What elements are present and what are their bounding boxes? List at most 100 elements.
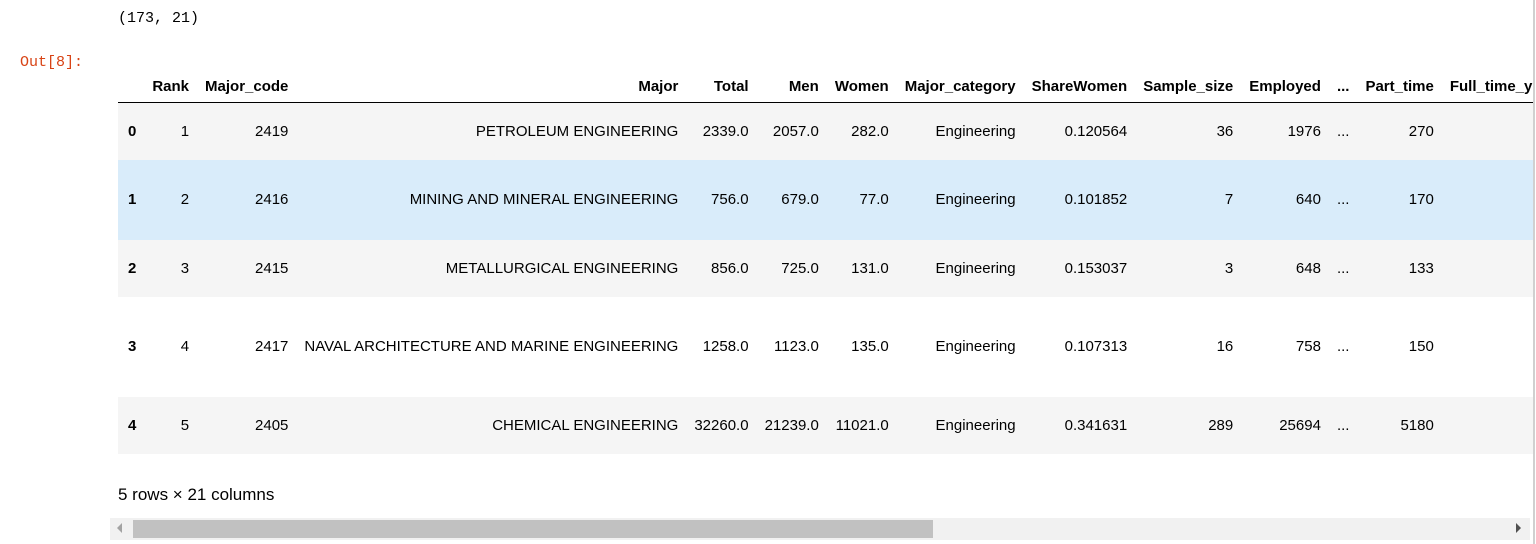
cell-total: 756.0 <box>711 191 749 208</box>
cell-sharewomen: 0.341631 <box>1064 416 1128 434</box>
cell-major-category: Engineering <box>935 416 1016 434</box>
table-row: 0 1 2419 PETROLEUM ENGINEERING 2339.0 20… <box>118 102 1534 160</box>
cell-ellipsis: ... <box>1336 259 1350 277</box>
output-prompt: Out[8]: <box>20 54 84 71</box>
scroll-right-arrow-icon[interactable] <box>1516 523 1521 533</box>
cell-major-code: 2415 <box>255 259 289 277</box>
stream-output: (173, 21) <box>118 10 200 27</box>
cell-employed: 1976 <box>1287 122 1321 140</box>
cell-part-time: 150 <box>1408 338 1434 355</box>
cell-major-code: 2405 <box>255 416 289 434</box>
cell-full-time-year-round: 6 <box>1442 297 1534 397</box>
cell-major-category: Engineering <box>935 338 1016 355</box>
column-header-major-code: Major_code <box>197 70 297 103</box>
cell-women: 282.0 <box>851 122 889 140</box>
cell-major: METALLURGICAL ENGINEERING <box>445 259 679 277</box>
cell-employed: 648 <box>1295 259 1321 277</box>
row-index: 1 <box>128 191 137 208</box>
row-index: 4 <box>128 416 137 434</box>
cell-women: 11021.0 <box>835 416 889 434</box>
cell-men: 2057.0 <box>772 122 819 140</box>
column-header-sample-size: Sample_size <box>1135 70 1242 103</box>
cell-major-code: 2417 <box>255 338 289 355</box>
cell-full-time-year-round: 166 <box>1442 397 1534 454</box>
table-row: 2 3 2415 METALLURGICAL ENGINEERING 856.0… <box>118 239 1534 297</box>
cell-sample-size: 7 <box>1224 191 1234 208</box>
column-header-major: Major <box>296 70 687 103</box>
header-row: Rank Major_code Major Total Men Women Ma… <box>118 70 1534 103</box>
table-row: 3 4 2417 NAVAL ARCHITECTURE AND MARINE E… <box>118 296 1534 397</box>
cell-rank: 2 <box>180 191 190 208</box>
cell-women: 77.0 <box>859 191 889 208</box>
right-edge-divider <box>1533 0 1535 544</box>
cell-men: 725.0 <box>781 259 819 277</box>
column-header-index <box>118 70 145 103</box>
cell-part-time: 133 <box>1408 259 1434 277</box>
scroll-left-arrow-icon[interactable] <box>117 523 122 533</box>
cell-major-category: Engineering <box>935 259 1016 277</box>
cell-major: MINING AND MINERAL ENGINEERING <box>409 191 679 208</box>
cell-rank: 3 <box>180 259 190 277</box>
dataframe-shape-footer: 5 rows × 21 columns <box>118 485 275 504</box>
cell-ellipsis: ... <box>1336 122 1350 140</box>
cell-men: 1123.0 <box>774 338 819 355</box>
cell-total: 856.0 <box>711 259 749 277</box>
cell-men: 679.0 <box>781 191 819 208</box>
cell-sample-size: 16 <box>1216 338 1234 355</box>
row-index: 0 <box>128 122 137 140</box>
column-header-women: Women <box>826 70 897 103</box>
cell-major-code: 2416 <box>255 191 289 208</box>
cell-major: PETROLEUM ENGINEERING <box>475 122 679 140</box>
cell-major: NAVAL ARCHITECTURE AND MARINE ENGINEERIN… <box>304 338 679 355</box>
cell-sharewomen: 0.101852 <box>1064 191 1128 208</box>
row-index: 2 <box>128 259 137 277</box>
cell-rank: 1 <box>180 122 190 140</box>
cell-sample-size: 3 <box>1224 259 1234 277</box>
column-header-part-time: Part_time <box>1357 70 1442 103</box>
cell-women: 135.0 <box>851 338 889 355</box>
column-header-sharewomen: ShareWomen <box>1023 70 1136 103</box>
table-row: 1 2 2416 MINING AND MINERAL ENGINEERING … <box>118 159 1534 240</box>
cell-ellipsis: ... <box>1336 416 1350 434</box>
cell-sample-size: 36 <box>1216 122 1234 140</box>
cell-sample-size: 289 <box>1208 416 1234 434</box>
cell-ellipsis: ... <box>1336 338 1350 355</box>
cell-sharewomen: 0.107313 <box>1064 338 1128 355</box>
cell-rank: 5 <box>180 416 190 434</box>
column-header-major-category: Major_category <box>896 70 1024 103</box>
column-header-rank: Rank <box>144 70 198 103</box>
cell-sharewomen: 0.153037 <box>1064 259 1128 277</box>
cell-full-time-year-round: 3 <box>1442 160 1534 240</box>
cell-sharewomen: 0.120564 <box>1064 122 1128 140</box>
cell-major-category: Engineering <box>935 191 1016 208</box>
cell-total: 2339.0 <box>702 122 749 140</box>
horizontal-scrollbar[interactable] <box>110 518 1530 540</box>
cell-full-time-year-round: 12 <box>1442 103 1534 160</box>
dataframe-table: Rank Major_code Major Total Men Women Ma… <box>118 70 1534 454</box>
cell-rank: 4 <box>180 338 190 355</box>
cell-women: 131.0 <box>851 259 889 277</box>
cell-major-code: 2419 <box>255 122 289 140</box>
row-index: 3 <box>128 338 137 355</box>
cell-employed: 640 <box>1295 191 1321 208</box>
cell-part-time: 270 <box>1408 122 1434 140</box>
cell-employed: 758 <box>1295 338 1321 355</box>
cell-total: 32260.0 <box>694 416 749 434</box>
scrollbar-thumb[interactable] <box>133 520 933 538</box>
cell-ellipsis: ... <box>1336 191 1350 208</box>
cell-full-time-year-round: 3 <box>1442 240 1534 297</box>
column-header-total: Total <box>686 70 757 103</box>
dataframe-output: Rank Major_code Major Total Men Women Ma… <box>118 70 1534 544</box>
cell-total: 1258.0 <box>702 338 749 355</box>
column-header-men: Men <box>756 70 827 103</box>
column-header-employed: Employed <box>1241 70 1329 103</box>
column-header-full-time-year-round: Full_time_year_rou <box>1441 70 1534 103</box>
cell-men: 21239.0 <box>764 416 819 434</box>
cell-major-category: Engineering <box>935 122 1016 140</box>
table-row: 4 5 2405 CHEMICAL ENGINEERING 32260.0 21… <box>118 396 1534 454</box>
cell-part-time: 5180 <box>1400 416 1434 434</box>
cell-part-time: 170 <box>1408 191 1434 208</box>
column-header-ellipsis: ... <box>1328 70 1358 103</box>
cell-employed: 25694 <box>1279 416 1321 434</box>
cell-major: CHEMICAL ENGINEERING <box>492 416 679 434</box>
